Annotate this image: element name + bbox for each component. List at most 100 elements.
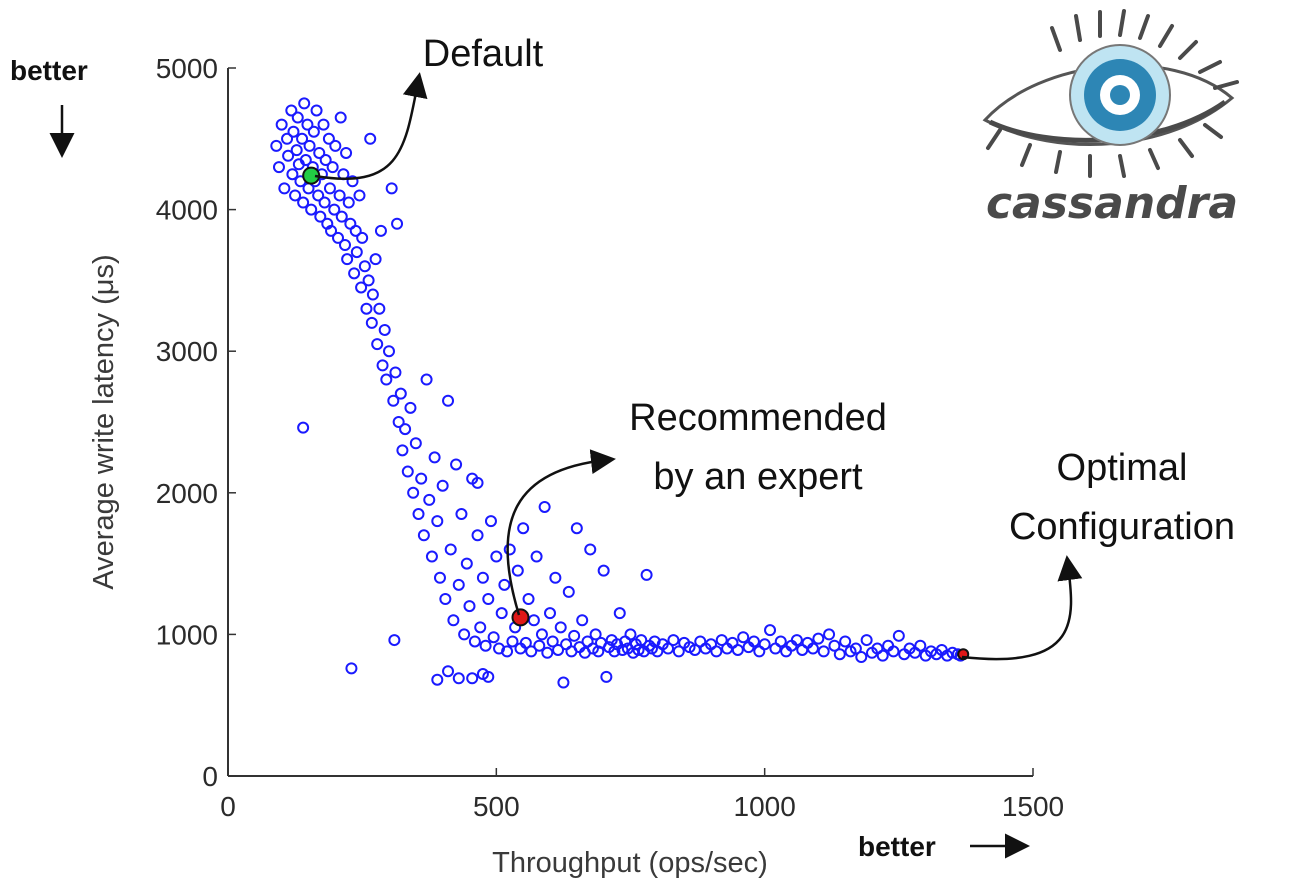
recommended-annotation-line1: Recommended <box>629 397 887 439</box>
scatter-point <box>415 472 428 485</box>
scatter-point <box>484 515 497 528</box>
scatter-point <box>892 629 905 642</box>
scatter-point <box>401 465 414 478</box>
scatter-point <box>350 246 363 259</box>
scatter-point <box>369 253 382 266</box>
scatter-point <box>552 643 565 656</box>
scatter-point <box>376 359 389 372</box>
scatter-point <box>290 144 303 157</box>
scatter-point <box>442 394 455 407</box>
scatter-point <box>404 401 417 414</box>
scatter-point <box>828 639 841 652</box>
scatter-point <box>482 593 495 605</box>
scatter-point <box>391 217 404 230</box>
y-tick-label: 5000 <box>156 53 218 84</box>
scatter-point <box>455 508 468 521</box>
scatter-point <box>452 578 465 591</box>
scatter-point <box>387 394 400 407</box>
scatter-point <box>303 139 316 152</box>
scatter-point <box>541 646 554 659</box>
scatter-point <box>289 189 302 202</box>
scatter-point <box>737 631 750 644</box>
scatter-point <box>389 366 402 379</box>
scatter-point <box>340 146 353 159</box>
scatter-point <box>291 111 304 124</box>
x-axis-label: Throughput (ops/sec) <box>492 847 768 879</box>
scatter-point <box>407 486 420 499</box>
scatter-point <box>447 614 460 627</box>
scatter-point <box>549 571 562 584</box>
better-x-label: better <box>858 831 936 862</box>
scatter-point <box>318 196 331 209</box>
scatter-point <box>517 522 530 535</box>
scatter-point <box>662 642 675 655</box>
scatter-point <box>301 118 314 131</box>
scatter-point <box>525 645 538 658</box>
scatter-point <box>439 593 452 605</box>
scatter-point <box>450 458 463 471</box>
scatter-point <box>570 522 583 535</box>
logo-wordmark: cassandra <box>986 178 1238 229</box>
scatter-point <box>533 639 546 652</box>
scatter-point <box>597 564 610 577</box>
scatter-point <box>538 500 551 513</box>
scatter-point <box>468 635 481 648</box>
scatter-point <box>383 345 395 358</box>
default-arrow <box>314 72 428 181</box>
scatter-point <box>731 643 744 656</box>
scatter-point <box>471 476 484 489</box>
scatter-point <box>355 281 368 294</box>
scatter-point <box>298 97 311 110</box>
scatter-point <box>849 642 862 655</box>
scatter-point <box>568 629 581 642</box>
scatter-point <box>833 648 846 661</box>
scatter-point <box>329 139 342 152</box>
scatter-point <box>346 175 359 188</box>
scatter-point <box>335 210 348 223</box>
scatter-point <box>506 635 519 648</box>
scatter-point <box>672 645 685 658</box>
scatter-point <box>348 267 361 280</box>
scatter-point <box>365 316 378 329</box>
scatter-point <box>914 639 927 652</box>
scatter-point <box>493 642 506 655</box>
scatter-point <box>417 529 430 542</box>
better-y-label: better <box>10 55 88 86</box>
scatter-point <box>876 649 889 662</box>
scatter-point <box>790 634 803 647</box>
scatter-point <box>495 607 508 620</box>
highlight-points <box>302 166 970 661</box>
scatter-point <box>431 673 444 686</box>
scatter-point <box>562 585 575 598</box>
recommended-arrow <box>506 449 616 616</box>
scatter-point <box>511 564 524 577</box>
scatter-point <box>747 635 760 648</box>
scatter-point <box>319 154 332 167</box>
y-tick-label: 3000 <box>156 336 218 367</box>
scatter-point <box>860 634 873 647</box>
scatter-point <box>535 628 548 641</box>
y-tick-label: 0 <box>202 761 218 792</box>
axis-ticks: 0 500 1000 1500 0 1000 2000 3000 4000 5000 <box>156 53 1064 822</box>
scatter-point <box>498 578 511 591</box>
scatter-point <box>482 670 495 683</box>
scatter-point <box>285 104 298 117</box>
x-tick-label: 0 <box>220 791 236 822</box>
scatter-point <box>378 323 391 336</box>
scatter-point <box>360 302 373 315</box>
scatter-point <box>333 189 346 202</box>
highlight-point <box>511 608 530 627</box>
scatter-point <box>442 665 455 678</box>
scatter-point <box>314 210 327 223</box>
scatter-point <box>270 139 283 152</box>
scatter-point <box>323 182 336 195</box>
scatter-point <box>388 634 401 647</box>
scatter-point <box>423 493 436 506</box>
scatter-point <box>412 508 425 521</box>
scatter-point <box>342 196 355 209</box>
scatter-point <box>887 645 900 658</box>
scatter-point <box>444 543 457 556</box>
scatter-point <box>394 387 407 400</box>
scatter-point <box>275 118 288 131</box>
